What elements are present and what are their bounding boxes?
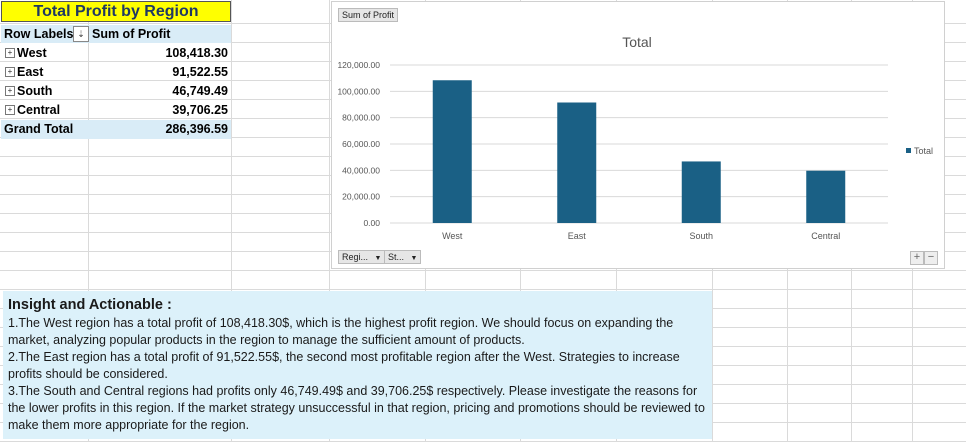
bar-central: [806, 170, 846, 223]
chart-title: Total: [622, 34, 652, 50]
bar-west: [432, 80, 472, 223]
gridline: [88, 0, 89, 442]
y-tick-label: 0.00: [363, 218, 380, 228]
pivot-row-label: South: [17, 84, 53, 98]
bar-south: [681, 161, 721, 223]
pivot-row-label: Central: [17, 103, 61, 117]
pivot-header-row: Row Labels ⇣ Sum of Profit: [1, 25, 231, 43]
insight-point: 1.The West region has a total profit of …: [8, 316, 674, 347]
state-field-label: St...: [388, 252, 405, 262]
state-field-button[interactable]: St... ▼: [384, 250, 422, 264]
insight-point: 3.The South and Central regions had prof…: [8, 384, 705, 432]
pivot-row[interactable]: + East 91,522.55: [1, 63, 231, 82]
sum-of-profit-header[interactable]: Sum of Profit: [92, 27, 171, 41]
bar-east: [557, 102, 597, 223]
region-field-button[interactable]: Regi... ▼: [338, 250, 386, 264]
y-tick-label: 100,000.00: [337, 86, 380, 96]
pivot-row-value: 46,749.49: [172, 84, 228, 98]
legend-swatch: [906, 148, 911, 153]
y-tick-label: 60,000.00: [342, 139, 380, 149]
sum-of-profit-field-button[interactable]: Sum of Profit: [338, 8, 399, 22]
x-tick-label: Central: [811, 231, 840, 241]
gridline: [231, 0, 232, 442]
pivot-row-value: 91,522.55: [172, 65, 228, 79]
insight-heading: Insight and Actionable :: [8, 297, 172, 313]
dropdown-icon: ▼: [410, 255, 418, 262]
collapse-field-button[interactable]: −: [924, 251, 938, 265]
insight-text-box[interactable]: Insight and Actionable : 1.The West regi…: [3, 291, 712, 439]
dropdown-icon: ▼: [374, 255, 382, 262]
grand-total-value: 286,396.59: [165, 122, 228, 136]
pivot-row-label: West: [17, 46, 47, 60]
gridline: [329, 0, 330, 442]
insight-point: 2.The East region has a total profit of …: [8, 350, 680, 381]
expand-icon[interactable]: +: [5, 86, 15, 96]
pivot-row[interactable]: + Central 39,706.25: [1, 101, 231, 120]
grand-total-label: Grand Total: [4, 122, 74, 136]
pivot-row-value: 39,706.25: [172, 103, 228, 117]
pivot-title[interactable]: Total Profit by Region: [1, 1, 231, 22]
expand-icon[interactable]: +: [5, 48, 15, 58]
expand-field-button[interactable]: +: [910, 251, 924, 265]
y-tick-label: 20,000.00: [342, 192, 380, 202]
gridline: [0, 270, 966, 271]
pivot-row[interactable]: + West 108,418.30: [1, 44, 231, 63]
y-tick-label: 40,000.00: [342, 165, 380, 175]
y-tick-label: 120,000.00: [337, 60, 380, 70]
pivot-row-label: East: [17, 65, 44, 79]
pivot-chart[interactable]: Sum of Profit Total 0.00 20,000.00 40,000.0…: [331, 1, 945, 269]
expand-icon[interactable]: +: [5, 67, 15, 77]
y-tick-label: 80,000.00: [342, 113, 380, 123]
x-tick-label: East: [568, 231, 587, 241]
expand-icon[interactable]: +: [5, 105, 15, 115]
sort-filter-icon[interactable]: ⇣: [73, 26, 89, 42]
region-field-label: Regi...: [342, 252, 369, 262]
pivot-row-value: 108,418.30: [165, 46, 228, 60]
x-tick-label: West: [442, 231, 463, 241]
pivot-grand-total-row[interactable]: Grand Total 286,396.59: [1, 120, 231, 139]
bar-chart-svg: Total 0.00 20,000.00 40,000.00 60,000.00 80,0…: [337, 34, 933, 241]
legend-label: Total: [914, 146, 933, 156]
gridline: [0, 289, 966, 290]
row-labels-header[interactable]: Row Labels: [4, 27, 74, 41]
pivot-row[interactable]: + South 46,749.49: [1, 82, 231, 101]
x-tick-label: South: [689, 231, 713, 241]
